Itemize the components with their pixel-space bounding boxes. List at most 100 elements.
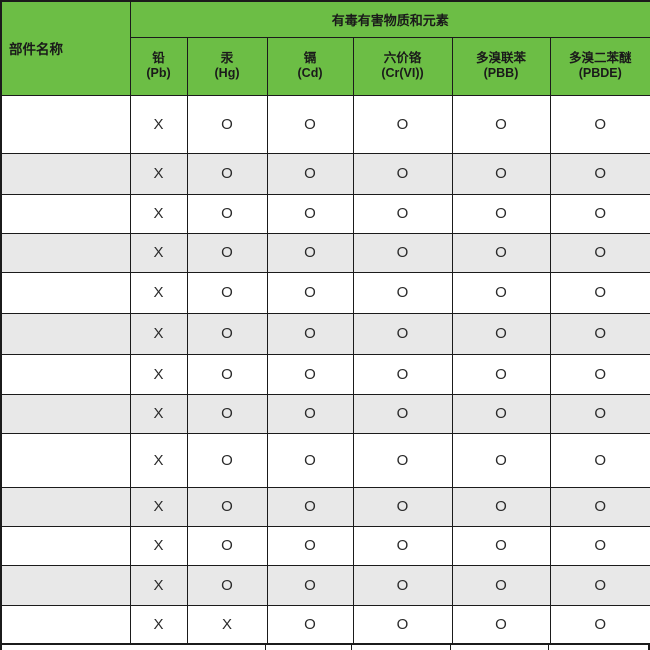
substance-value-cell: O — [353, 605, 452, 644]
substance-value-cell: O — [267, 565, 353, 605]
substance-value-cell: O — [187, 313, 267, 354]
substance-value-cell: O — [353, 487, 452, 526]
substance-value-cell: X — [130, 605, 187, 644]
substance-value-cell: O — [353, 354, 452, 394]
substance-value-cell: O — [550, 153, 650, 194]
substance-value-cell: X — [130, 433, 187, 487]
substance-value-cell: O — [187, 526, 267, 565]
substance-value-cell: X — [130, 272, 187, 313]
substance-value-cell: O — [550, 433, 650, 487]
part-name-cell — [1, 313, 130, 354]
group-header: 有毒有害物质和元素 — [130, 1, 650, 37]
substance-value-cell: X — [130, 95, 187, 153]
part-name-cell — [1, 487, 130, 526]
column-header-pbb: 多溴联苯 (PBB) — [452, 37, 550, 95]
substance-value-cell: O — [353, 313, 452, 354]
substance-value-cell: O — [267, 272, 353, 313]
column-name: 镉 — [268, 51, 353, 66]
substance-value-cell: O — [452, 605, 550, 644]
column-name: 六价铬 — [354, 51, 452, 66]
substance-value-cell: O — [452, 95, 550, 153]
substance-value-cell: O — [353, 194, 452, 233]
substance-value-cell: X — [130, 526, 187, 565]
substance-value-cell: O — [353, 433, 452, 487]
column-symbol: (Pb) — [131, 66, 187, 81]
substance-value-cell: O — [267, 526, 353, 565]
substance-value-cell: O — [353, 394, 452, 433]
substance-value-cell: O — [353, 526, 452, 565]
part-name-cell — [1, 354, 130, 394]
substance-value-cell: O — [550, 233, 650, 272]
substance-value-cell: O — [187, 487, 267, 526]
part-name-cell — [1, 394, 130, 433]
part-name-cell — [1, 433, 130, 487]
substance-value-cell: O — [187, 194, 267, 233]
column-name: 多溴联苯 — [453, 51, 550, 66]
substance-value-cell: O — [267, 95, 353, 153]
substance-value-cell: O — [187, 394, 267, 433]
substance-value-cell: X — [130, 313, 187, 354]
table-header: 部件名称 有毒有害物质和元素 铅 (Pb) 汞 (Hg) 镉 (Cd) 六价铬 — [1, 1, 650, 95]
column-header-cd: 镉 (Cd) — [267, 37, 353, 95]
part-name-cell — [1, 153, 130, 194]
substance-value-cell: O — [267, 313, 353, 354]
column-header-crvi: 六价铬 (Cr(VI)) — [353, 37, 452, 95]
substance-value-cell: X — [130, 394, 187, 433]
part-name-cell — [1, 526, 130, 565]
column-header-hg: 汞 (Hg) — [187, 37, 267, 95]
substance-value-cell: X — [130, 487, 187, 526]
substance-value-cell: O — [267, 433, 353, 487]
substance-value-cell: X — [187, 605, 267, 644]
substance-value-cell: O — [550, 313, 650, 354]
substance-value-cell: O — [452, 194, 550, 233]
substance-value-cell: O — [550, 605, 650, 644]
substance-value-cell: O — [267, 487, 353, 526]
substance-value-cell: O — [550, 95, 650, 153]
substance-value-cell: O — [187, 565, 267, 605]
substance-value-cell: O — [353, 153, 452, 194]
substance-value-cell: X — [130, 565, 187, 605]
substance-value-cell: O — [187, 433, 267, 487]
substance-value-cell: O — [267, 233, 353, 272]
part-name-cell — [1, 233, 130, 272]
column-symbol: (Hg) — [188, 66, 267, 81]
substance-value-cell: O — [353, 95, 452, 153]
substance-value-cell: O — [267, 354, 353, 394]
substance-value-cell: O — [187, 233, 267, 272]
substance-value-cell: X — [130, 194, 187, 233]
substance-value-cell: O — [452, 153, 550, 194]
substance-value-cell: O — [550, 526, 650, 565]
column-name: 汞 — [188, 51, 267, 66]
substance-value-cell: O — [452, 272, 550, 313]
substance-value-cell: X — [130, 354, 187, 394]
column-symbol: (PBDE) — [551, 66, 650, 81]
part-name-cell — [1, 605, 130, 644]
substance-value-cell: O — [452, 487, 550, 526]
substance-value-cell: O — [187, 153, 267, 194]
column-name: 铅 — [131, 51, 187, 66]
column-header-pb: 铅 (Pb) — [130, 37, 187, 95]
substance-value-cell: O — [452, 354, 550, 394]
substance-value-cell: O — [452, 565, 550, 605]
substance-value-cell: O — [550, 487, 650, 526]
substance-value-cell: X — [130, 153, 187, 194]
substance-value-cell: O — [267, 194, 353, 233]
substance-value-cell: O — [452, 526, 550, 565]
substance-value-cell: O — [452, 433, 550, 487]
substance-value-cell: O — [187, 354, 267, 394]
substance-value-cell: X — [130, 233, 187, 272]
